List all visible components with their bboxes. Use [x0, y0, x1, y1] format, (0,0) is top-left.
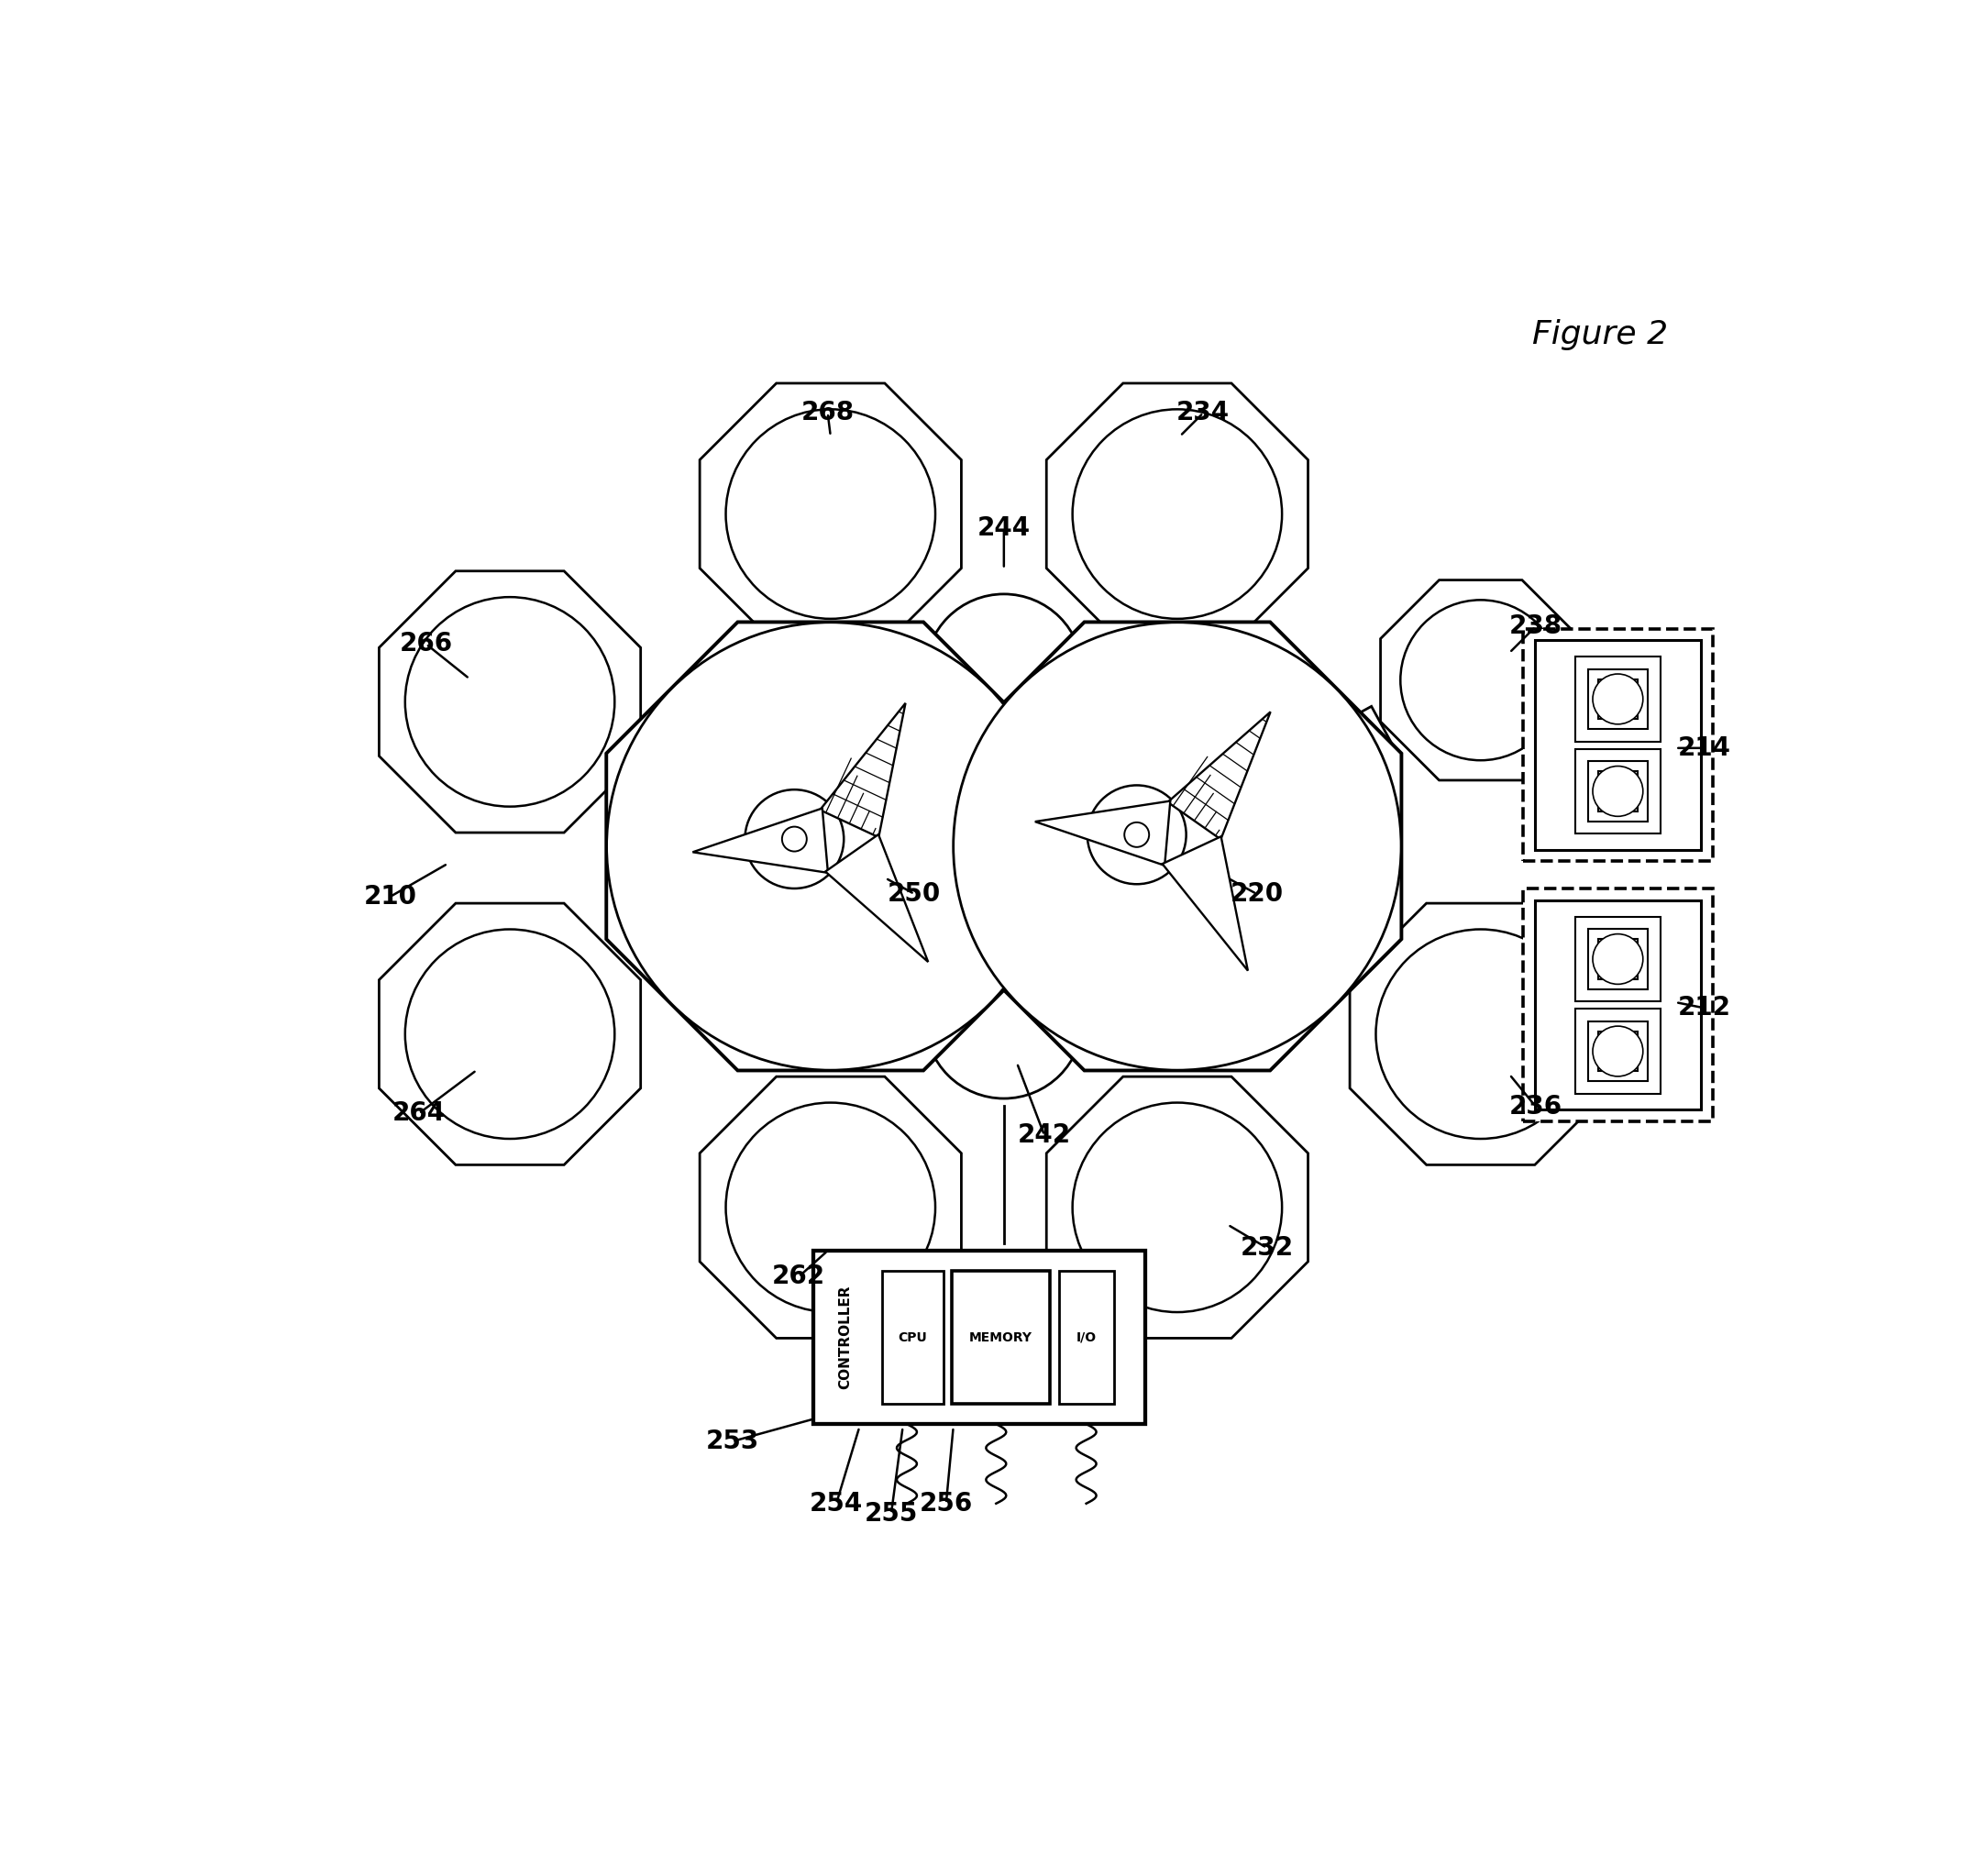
Polygon shape: [380, 902, 640, 1165]
Circle shape: [405, 597, 614, 807]
Text: 264: 264: [391, 1101, 445, 1126]
Text: 250: 250: [888, 882, 942, 906]
Circle shape: [1594, 673, 1643, 724]
Polygon shape: [606, 623, 1055, 1071]
Circle shape: [954, 623, 1401, 1069]
Polygon shape: [1047, 1077, 1307, 1338]
Text: 255: 255: [864, 1501, 918, 1527]
Text: 242: 242: [1017, 1122, 1071, 1148]
Polygon shape: [825, 835, 928, 962]
Bar: [813, 1251, 1145, 1424]
Bar: [882, 1270, 944, 1403]
Polygon shape: [1143, 623, 1212, 655]
Text: 244: 244: [978, 516, 1031, 542]
Text: 236: 236: [1508, 1094, 1562, 1120]
Circle shape: [783, 827, 807, 852]
Text: 232: 232: [1240, 1234, 1294, 1261]
Text: 238: 238: [1508, 613, 1562, 640]
Polygon shape: [1588, 929, 1647, 989]
Polygon shape: [1576, 749, 1659, 833]
Circle shape: [725, 409, 936, 619]
Polygon shape: [612, 722, 654, 792]
Polygon shape: [821, 704, 906, 837]
Text: 262: 262: [773, 1264, 825, 1289]
Circle shape: [1594, 1026, 1643, 1077]
Polygon shape: [1598, 940, 1637, 979]
Circle shape: [725, 1103, 936, 1311]
Text: 266: 266: [399, 630, 453, 657]
Circle shape: [745, 790, 844, 889]
Polygon shape: [1047, 383, 1307, 645]
Text: I/O: I/O: [1077, 1330, 1097, 1343]
Bar: [1534, 900, 1701, 1111]
Text: 254: 254: [809, 1491, 862, 1516]
Polygon shape: [1598, 771, 1637, 810]
Polygon shape: [380, 570, 640, 833]
Polygon shape: [1518, 940, 1621, 1034]
Polygon shape: [1576, 657, 1659, 741]
Circle shape: [1087, 786, 1186, 884]
Bar: [1534, 640, 1701, 850]
Polygon shape: [1576, 917, 1659, 1002]
Bar: [1059, 1270, 1113, 1403]
Polygon shape: [1349, 902, 1611, 1165]
Polygon shape: [1381, 580, 1582, 780]
Text: 214: 214: [1677, 735, 1731, 762]
Text: 256: 256: [920, 1491, 974, 1516]
Polygon shape: [693, 809, 829, 872]
Text: CPU: CPU: [898, 1330, 928, 1343]
Text: 253: 253: [705, 1428, 759, 1454]
Polygon shape: [699, 383, 962, 645]
Text: 210: 210: [364, 884, 417, 910]
Polygon shape: [797, 623, 864, 655]
Circle shape: [1594, 934, 1643, 985]
Circle shape: [1401, 600, 1560, 760]
Polygon shape: [1168, 711, 1270, 839]
Polygon shape: [954, 807, 1079, 887]
Bar: [952, 1270, 1049, 1403]
Bar: [1524, 889, 1713, 1122]
Circle shape: [1073, 409, 1282, 619]
Polygon shape: [1598, 1032, 1637, 1071]
Text: 234: 234: [1176, 400, 1230, 426]
Polygon shape: [797, 1066, 864, 1069]
Circle shape: [1125, 822, 1148, 848]
Polygon shape: [928, 807, 1055, 887]
Polygon shape: [1359, 707, 1399, 765]
Circle shape: [1375, 929, 1586, 1139]
Polygon shape: [1510, 724, 1574, 784]
Polygon shape: [1162, 837, 1248, 970]
Polygon shape: [1588, 762, 1647, 822]
Bar: [1524, 628, 1713, 861]
Polygon shape: [1598, 679, 1637, 719]
Polygon shape: [1588, 670, 1647, 730]
Circle shape: [926, 940, 1083, 1099]
Polygon shape: [1588, 1021, 1647, 1081]
Circle shape: [1073, 1103, 1282, 1311]
Polygon shape: [699, 1077, 962, 1338]
Polygon shape: [1576, 1009, 1659, 1094]
Text: 268: 268: [801, 400, 854, 426]
Text: Figure 2: Figure 2: [1532, 319, 1669, 351]
Polygon shape: [1143, 1066, 1212, 1069]
Circle shape: [926, 595, 1083, 752]
Circle shape: [1594, 765, 1643, 816]
Circle shape: [606, 623, 1055, 1069]
Text: CONTROLLER: CONTROLLER: [839, 1285, 852, 1390]
Polygon shape: [1035, 801, 1170, 865]
Polygon shape: [954, 623, 1401, 1071]
Text: 220: 220: [1230, 882, 1284, 906]
Text: MEMORY: MEMORY: [970, 1330, 1033, 1343]
Circle shape: [405, 929, 614, 1139]
Text: 212: 212: [1677, 994, 1731, 1021]
